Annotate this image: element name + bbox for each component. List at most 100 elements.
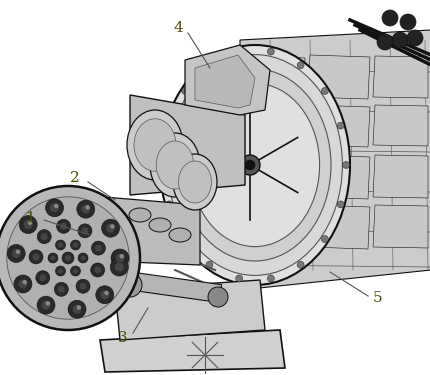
Circle shape <box>40 233 48 240</box>
Polygon shape <box>307 155 369 199</box>
Polygon shape <box>240 30 430 290</box>
Circle shape <box>160 162 167 168</box>
Circle shape <box>118 273 141 297</box>
Polygon shape <box>100 330 284 372</box>
Circle shape <box>32 254 40 260</box>
Circle shape <box>267 48 274 55</box>
Circle shape <box>80 255 85 261</box>
Text: 2: 2 <box>70 171 80 185</box>
Circle shape <box>181 236 188 243</box>
Circle shape <box>206 62 212 69</box>
Circle shape <box>36 271 50 285</box>
Circle shape <box>37 230 51 244</box>
Polygon shape <box>194 55 255 108</box>
Polygon shape <box>372 155 427 198</box>
Circle shape <box>58 243 63 248</box>
Circle shape <box>104 291 108 295</box>
Circle shape <box>106 224 115 232</box>
Circle shape <box>22 280 27 285</box>
Circle shape <box>267 275 274 282</box>
Polygon shape <box>243 205 304 250</box>
Circle shape <box>110 224 114 229</box>
Circle shape <box>7 244 25 262</box>
Polygon shape <box>372 205 427 248</box>
Circle shape <box>73 268 78 273</box>
Circle shape <box>12 249 21 258</box>
Polygon shape <box>307 205 369 249</box>
Circle shape <box>46 199 63 217</box>
Circle shape <box>240 155 259 175</box>
Circle shape <box>48 253 58 263</box>
Polygon shape <box>243 55 304 100</box>
Polygon shape <box>80 195 200 265</box>
Text: 1: 1 <box>25 211 35 225</box>
Circle shape <box>166 122 172 129</box>
Circle shape <box>73 243 78 248</box>
Circle shape <box>78 253 88 263</box>
Circle shape <box>29 250 43 264</box>
Circle shape <box>208 287 227 307</box>
Circle shape <box>65 255 71 261</box>
Ellipse shape <box>167 55 341 275</box>
Circle shape <box>85 205 89 210</box>
Ellipse shape <box>129 208 150 222</box>
Circle shape <box>28 220 32 225</box>
Circle shape <box>77 305 81 310</box>
Circle shape <box>71 266 80 276</box>
Circle shape <box>39 274 46 281</box>
Ellipse shape <box>172 154 216 210</box>
Polygon shape <box>307 55 369 99</box>
Polygon shape <box>243 155 304 200</box>
Polygon shape <box>372 56 427 98</box>
Circle shape <box>7 197 129 319</box>
Circle shape <box>55 266 65 276</box>
Circle shape <box>46 301 50 306</box>
Circle shape <box>166 201 172 208</box>
Circle shape <box>80 283 86 290</box>
Circle shape <box>296 261 304 268</box>
Circle shape <box>81 227 88 234</box>
Text: 4: 4 <box>173 21 182 35</box>
Circle shape <box>119 254 124 258</box>
Circle shape <box>58 286 64 293</box>
Circle shape <box>399 14 415 30</box>
Circle shape <box>94 267 101 273</box>
Circle shape <box>50 203 59 212</box>
Circle shape <box>50 255 55 261</box>
Circle shape <box>24 220 33 229</box>
Ellipse shape <box>149 218 171 232</box>
Circle shape <box>76 279 90 293</box>
Circle shape <box>321 236 328 243</box>
Circle shape <box>41 301 50 310</box>
Ellipse shape <box>190 83 319 247</box>
Circle shape <box>56 219 71 233</box>
Circle shape <box>91 241 105 255</box>
Ellipse shape <box>150 133 200 197</box>
Ellipse shape <box>178 69 330 261</box>
Circle shape <box>18 279 28 288</box>
Circle shape <box>111 249 129 267</box>
Circle shape <box>37 296 55 314</box>
Circle shape <box>54 204 58 208</box>
Polygon shape <box>184 45 269 115</box>
Circle shape <box>95 286 114 304</box>
Circle shape <box>77 200 95 218</box>
Circle shape <box>336 122 344 129</box>
Circle shape <box>376 34 392 50</box>
Circle shape <box>244 160 255 170</box>
Polygon shape <box>307 105 369 147</box>
Circle shape <box>71 240 80 250</box>
Circle shape <box>68 300 86 318</box>
Ellipse shape <box>134 119 175 171</box>
Ellipse shape <box>127 110 183 180</box>
Circle shape <box>54 282 68 296</box>
Circle shape <box>62 252 74 264</box>
Circle shape <box>235 48 242 55</box>
Circle shape <box>181 87 188 94</box>
Circle shape <box>60 223 67 230</box>
Circle shape <box>19 216 37 234</box>
Circle shape <box>0 186 140 330</box>
Circle shape <box>336 201 344 208</box>
Circle shape <box>55 240 65 250</box>
Circle shape <box>110 258 128 276</box>
